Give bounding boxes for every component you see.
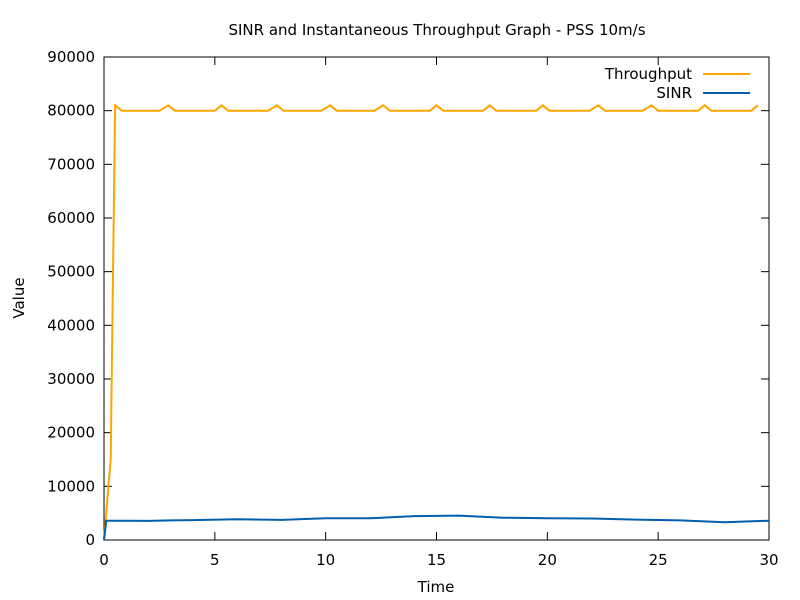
y-tick-label: 10000: [47, 477, 95, 495]
series-line-throughput: [103, 103, 759, 541]
x-tick-label: 10: [316, 551, 335, 569]
y-tick-label: 30000: [47, 370, 95, 388]
y-tick-label: 0: [85, 531, 95, 549]
y-axis: 0 10000 20000 30000 40000 50000 60000 70000 8000…: [47, 48, 769, 549]
series-layer: [103, 103, 770, 541]
x-tick-label: 20: [538, 551, 557, 569]
plot-frame: [103, 56, 770, 541]
y-tick-label: 80000: [47, 102, 95, 120]
x-tick-label: 15: [427, 551, 446, 569]
x-axis: 0 5 10 15 20 25 30: [99, 57, 779, 569]
chart-title: SINR and Instantaneous Throughput Graph …: [228, 21, 645, 39]
y-tick-label: 20000: [47, 424, 95, 442]
x-tick-label: 30: [759, 551, 778, 569]
y-tick-label: 40000: [47, 316, 95, 334]
legend-label: SINR: [656, 84, 692, 102]
y-tick-label: 90000: [47, 48, 95, 66]
x-tick-label: 25: [649, 551, 668, 569]
series-line-sinr: [103, 514, 770, 541]
x-tick-label: 5: [210, 551, 220, 569]
x-axis-title: Time: [417, 578, 455, 596]
x-tick-label: 0: [99, 551, 109, 569]
y-tick-label: 70000: [47, 155, 95, 173]
y-axis-title: Value: [10, 277, 28, 318]
y-tick-label: 50000: [47, 263, 95, 281]
y-tick-label: 60000: [47, 209, 95, 227]
legend-label: Throughput: [604, 65, 692, 83]
